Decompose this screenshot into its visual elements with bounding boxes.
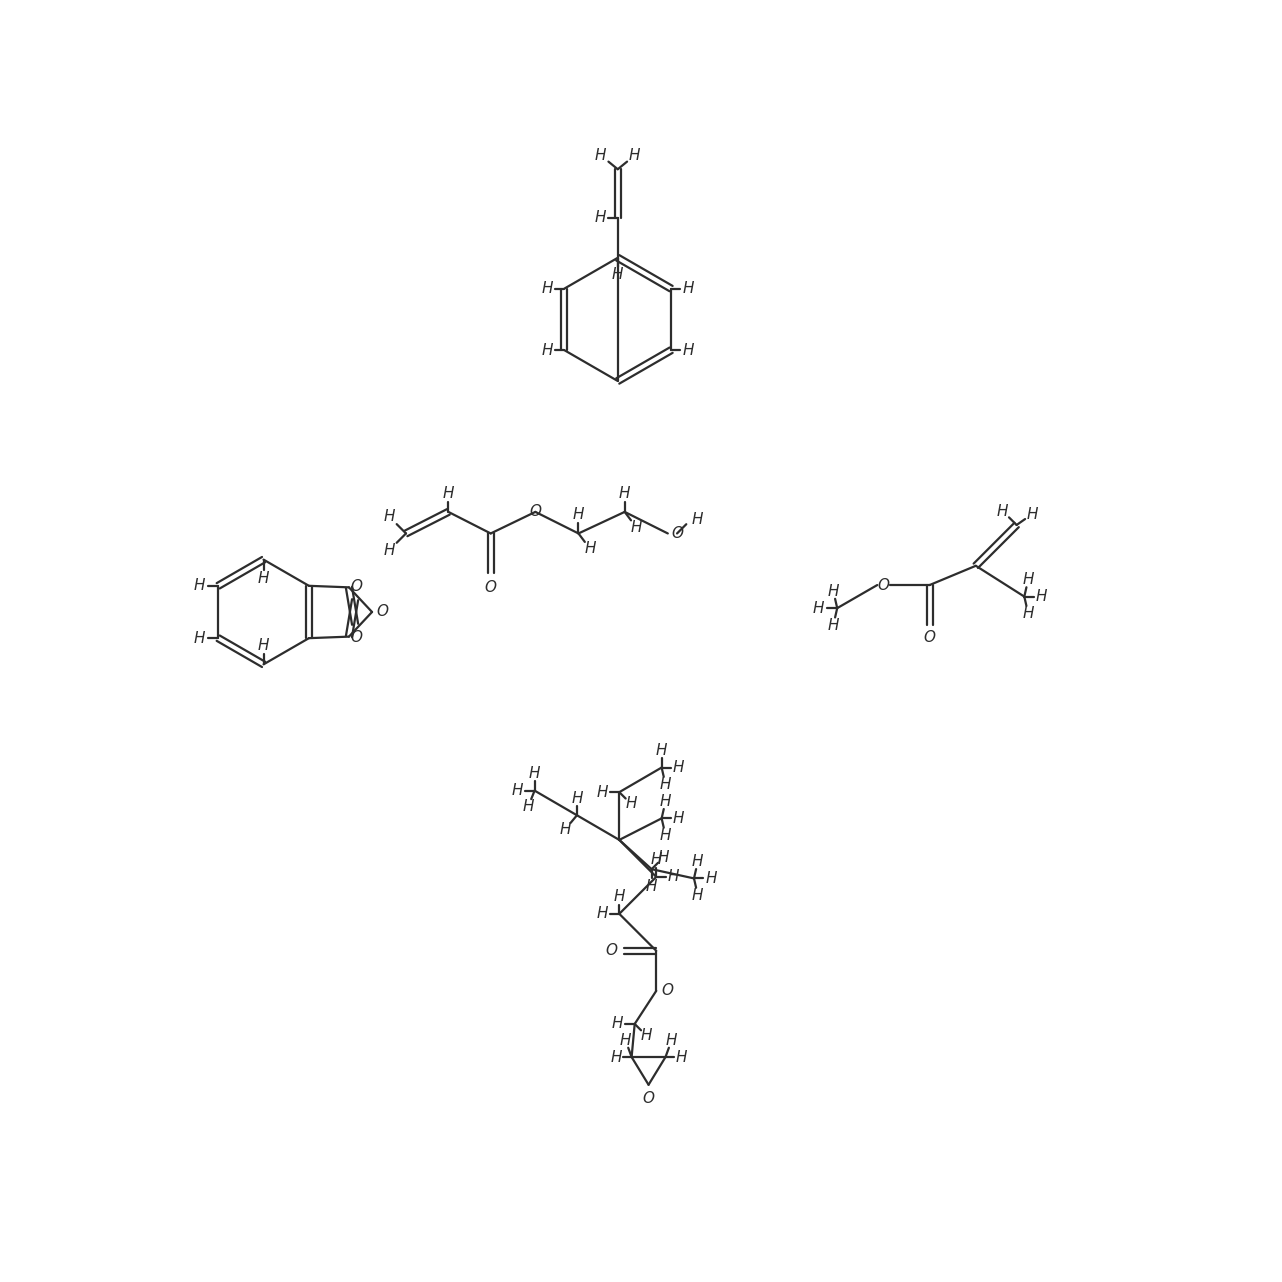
Text: O: O [605,944,618,958]
Text: H: H [641,1028,653,1044]
Text: H: H [194,578,205,594]
Text: H: H [692,888,704,903]
Text: H: H [1027,506,1037,522]
Text: O: O [351,629,363,645]
Text: H: H [691,512,703,527]
Text: H: H [596,785,608,800]
Text: H: H [626,796,637,812]
Text: H: H [529,767,540,781]
Text: H: H [258,638,269,654]
Text: H: H [692,854,704,869]
Text: H: H [383,509,395,524]
Text: H: H [573,508,585,523]
Text: H: H [813,601,824,615]
Text: H: H [682,342,694,358]
Text: H: H [383,542,395,558]
Text: H: H [512,783,523,799]
Text: O: O [377,605,388,619]
Text: H: H [194,631,205,646]
Text: H: H [612,267,623,282]
Text: H: H [828,583,840,599]
Text: H: H [523,799,535,814]
Text: H: H [258,570,269,586]
Text: H: H [595,147,606,163]
Text: H: H [542,342,554,358]
Text: H: H [660,777,672,792]
Text: O: O [923,629,936,645]
Text: H: H [1023,572,1033,587]
Text: H: H [1023,606,1033,620]
Text: O: O [670,526,683,541]
Text: H: H [610,1050,622,1064]
Text: H: H [619,486,631,501]
Text: O: O [877,577,890,592]
Text: O: O [351,579,363,594]
Text: O: O [662,983,673,999]
Text: H: H [614,890,626,904]
Text: H: H [595,210,606,226]
Text: H: H [560,822,572,837]
Text: H: H [542,281,554,296]
Text: H: H [619,1032,631,1047]
Text: H: H [828,618,840,632]
Text: O: O [529,504,541,519]
Text: H: H [650,853,662,868]
Text: H: H [997,504,1009,519]
Text: H: H [656,744,668,758]
Text: H: H [682,281,694,296]
Text: O: O [642,1091,655,1106]
Text: H: H [596,906,608,922]
Text: H: H [646,878,658,894]
Text: H: H [673,810,685,826]
Text: H: H [585,541,596,556]
Text: H: H [572,791,583,806]
Text: H: H [629,147,641,163]
Text: H: H [676,1050,687,1064]
Text: H: H [668,869,679,885]
Text: H: H [705,870,717,886]
Text: H: H [665,1032,677,1047]
Text: H: H [442,486,454,501]
Text: H: H [1036,590,1047,604]
Text: O: O [485,579,496,595]
Text: H: H [673,760,685,776]
Text: H: H [660,828,672,842]
Text: H: H [631,519,642,535]
Text: H: H [612,1017,623,1032]
Text: H: H [660,794,672,809]
Text: H: H [658,850,669,865]
